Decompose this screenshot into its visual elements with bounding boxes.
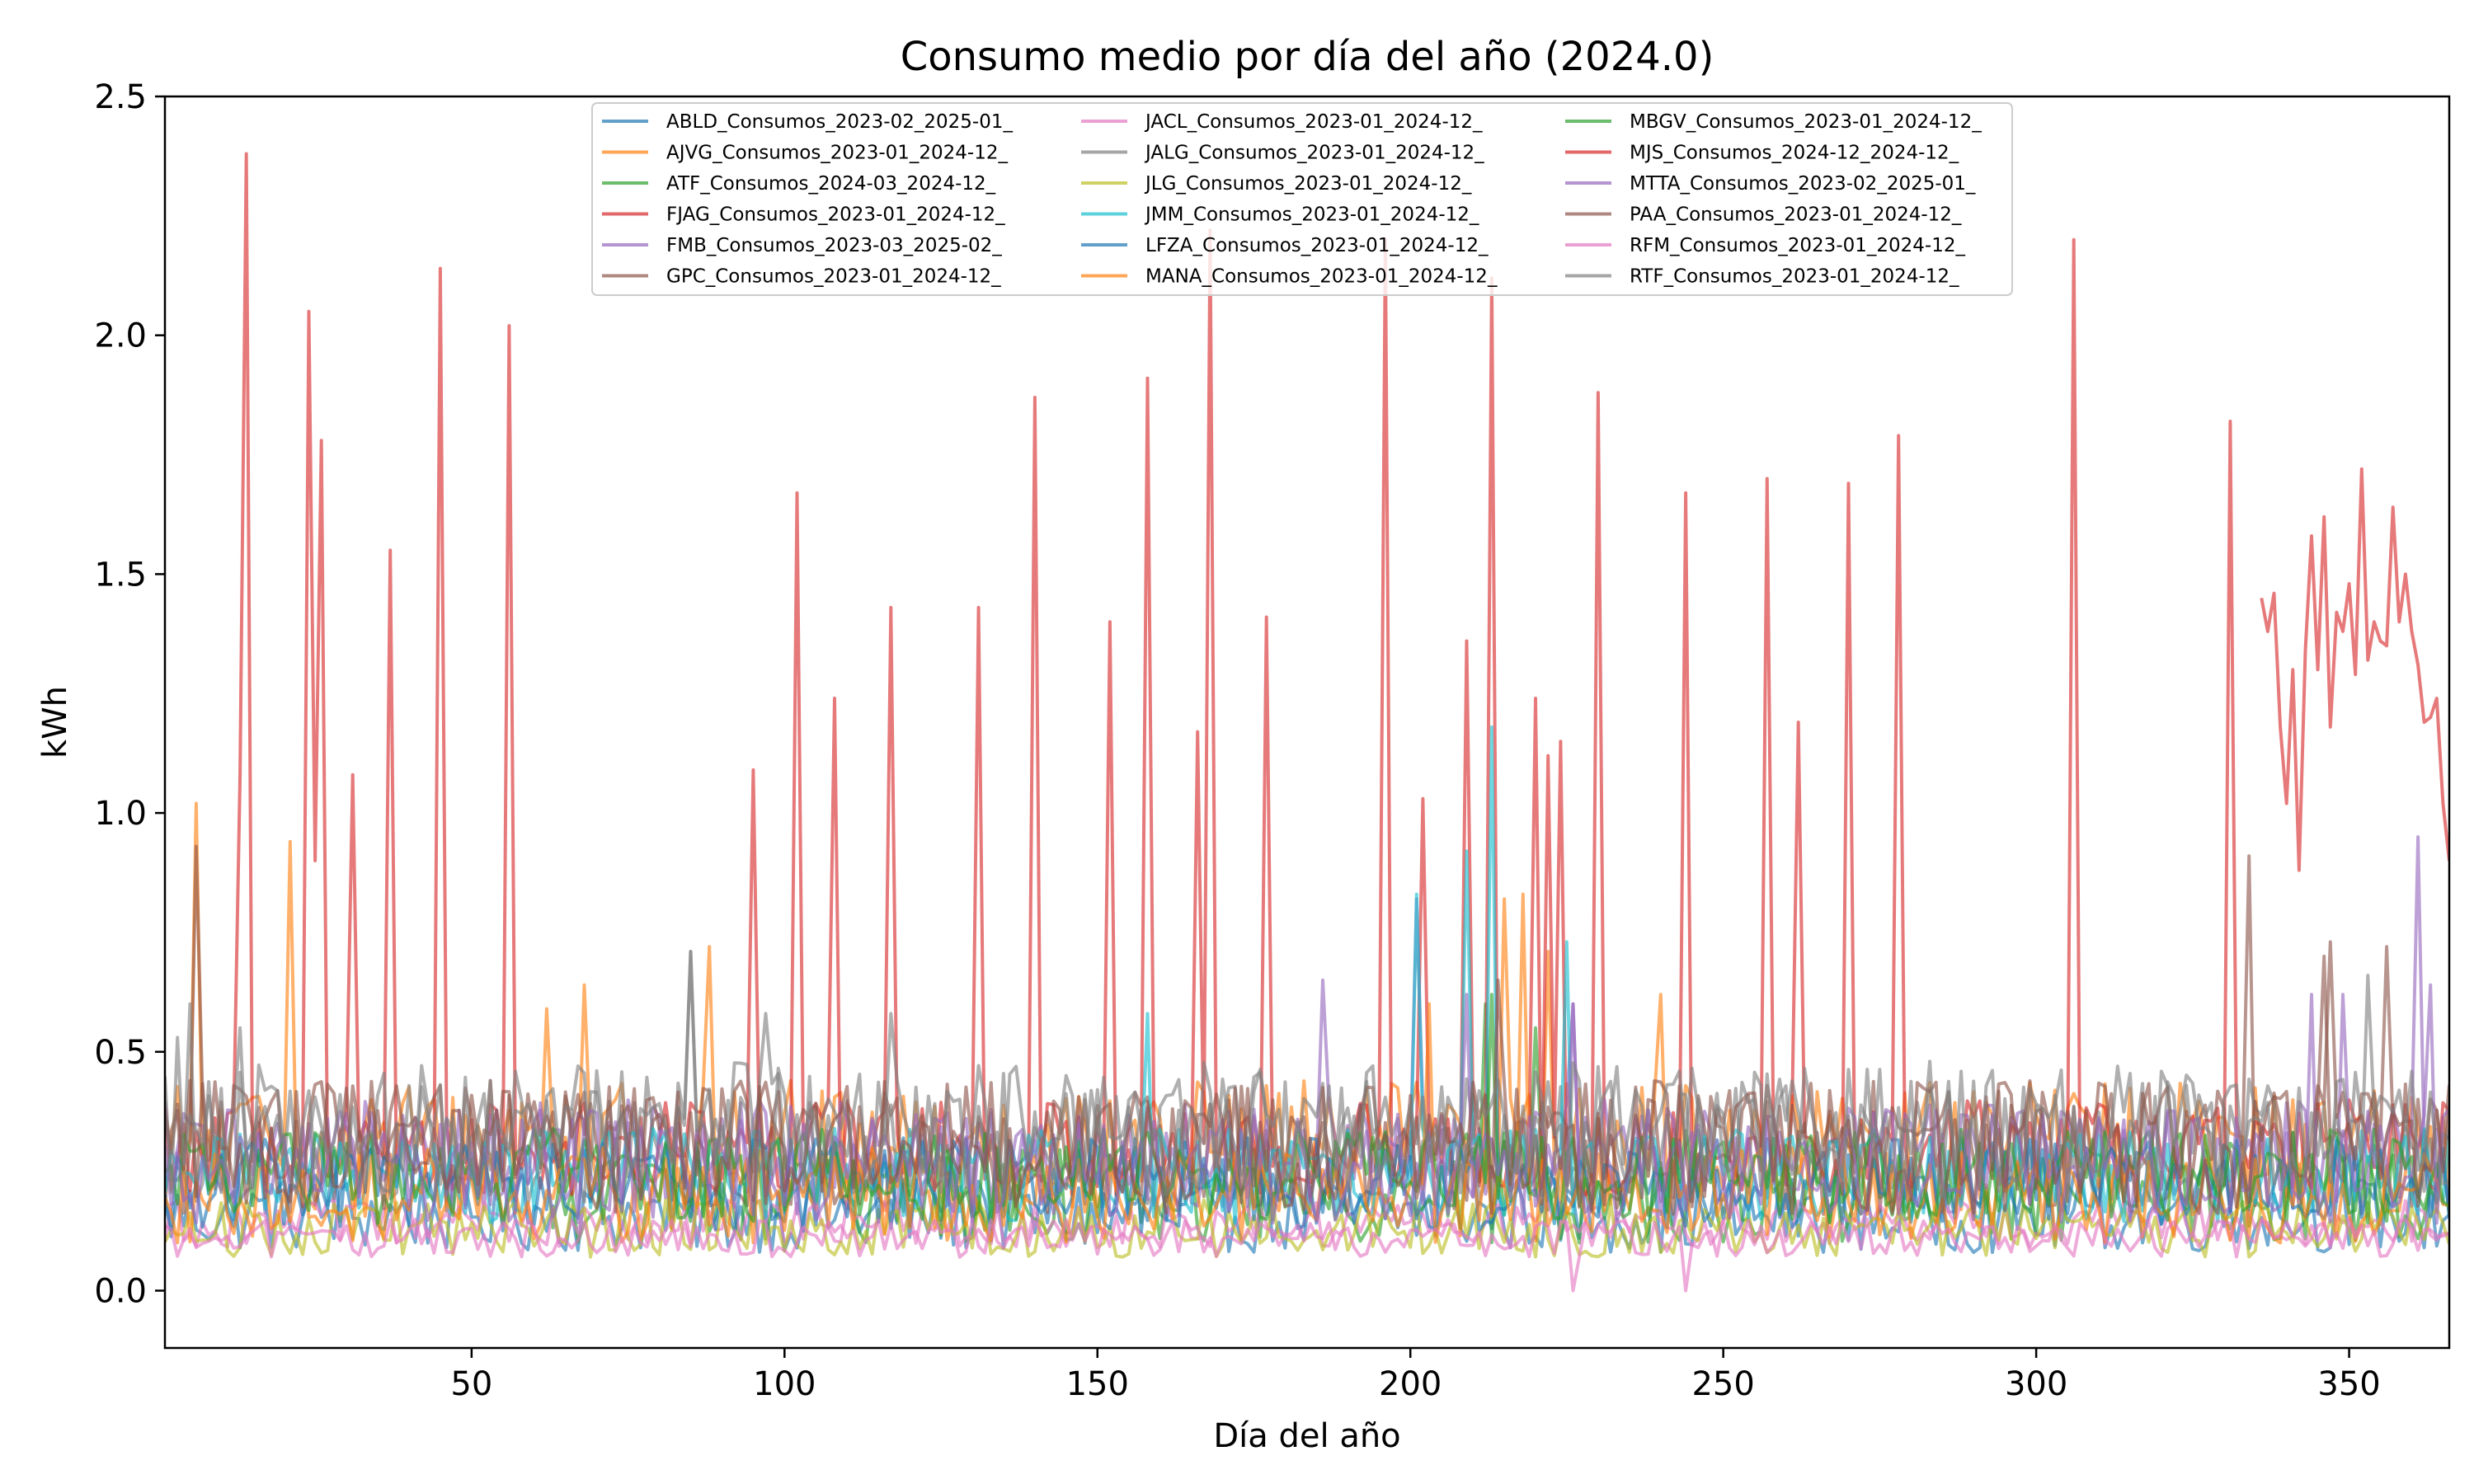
x-tick-label: 200 bbox=[1379, 1365, 1442, 1403]
legend-label: MANA_Consumos_2023-01_2024-12_ bbox=[1145, 266, 1498, 288]
legend-label: JACL_Consumos_2023-01_2024-12_ bbox=[1144, 111, 1483, 133]
series-line-rfm bbox=[165, 1217, 2449, 1293]
y-tick-label: 2.0 bbox=[94, 317, 147, 355]
x-axis-label: Día del año bbox=[1213, 1417, 1400, 1455]
x-tick-label: 100 bbox=[753, 1365, 816, 1403]
legend-label: MTTA_Consumos_2023-02_2025-01_ bbox=[1630, 173, 1976, 195]
legend-label: MJS_Consumos_2024-12_2024-12_ bbox=[1630, 143, 1959, 164]
series-layer bbox=[165, 152, 2449, 1293]
series-line-mbgv bbox=[165, 993, 2449, 1226]
series-line-jlg bbox=[165, 1198, 2449, 1259]
y-tick-label: 1.5 bbox=[94, 556, 147, 594]
legend-label: ABLD_Consumos_2023-02_2025-01_ bbox=[666, 111, 1013, 133]
x-tick-label: 300 bbox=[2005, 1365, 2067, 1403]
legend-label: ATF_Consumos_2024-03_2024-12_ bbox=[666, 173, 996, 195]
x-tick-label: 150 bbox=[1066, 1365, 1129, 1403]
y-axis: 0.0 0.5 1.0 1.5 2.0 2.5 bbox=[94, 78, 165, 1310]
y-tick-label: 2.5 bbox=[94, 78, 147, 116]
legend-label: RFM_Consumos_2023-01_2024-12_ bbox=[1630, 235, 1965, 256]
legend-label: AJVG_Consumos_2023-01_2024-12_ bbox=[666, 143, 1009, 164]
legend-label: JMM_Consumos_2023-01_2024-12_ bbox=[1144, 204, 1479, 226]
legend-label: LFZA_Consumos_2023-01_2024-12_ bbox=[1145, 235, 1489, 256]
legend-box bbox=[591, 102, 2013, 296]
legend-label: JALG_Consumos_2023-01_2024-12_ bbox=[1144, 143, 1484, 164]
series-line-mjs bbox=[2260, 467, 2449, 872]
legend-label: FMB_Consumos_2023-03_2025-02_ bbox=[666, 235, 1002, 256]
series-line-jacl bbox=[165, 1198, 2449, 1250]
y-tick-label: 0.0 bbox=[94, 1272, 147, 1310]
legend-label: FJAG_Consumos_2023-01_2024-12_ bbox=[666, 204, 1005, 226]
legend-label: GPC_Consumos_2023-01_2024-12_ bbox=[666, 266, 1001, 288]
legend: ABLD_Consumos_2023-02_2025-01_ AJVG_Consu… bbox=[591, 102, 2013, 296]
chart-title: Consumo medio por día del año (2024.0) bbox=[901, 34, 1714, 80]
x-tick-label: 250 bbox=[1691, 1365, 1754, 1403]
legend-label: RTF_Consumos_2023-01_2024-12_ bbox=[1630, 266, 1959, 288]
legend-label: MBGV_Consumos_2023-01_2024-12_ bbox=[1630, 111, 1982, 133]
x-tick-label: 350 bbox=[2317, 1365, 2380, 1403]
x-tick-label: 50 bbox=[450, 1365, 492, 1403]
x-axis: 50 100 150 200 250 300 350 bbox=[450, 1348, 2381, 1403]
legend-label: JLG_Consumos_2023-01_2024-12_ bbox=[1144, 173, 1472, 195]
legend-label: PAA_Consumos_2023-01_2024-12_ bbox=[1630, 204, 1962, 226]
y-axis-label: kWh bbox=[36, 686, 74, 758]
y-tick-label: 0.5 bbox=[94, 1034, 147, 1072]
series-line-rtf bbox=[165, 950, 2449, 1197]
y-tick-label: 1.0 bbox=[94, 795, 147, 833]
plot-frame bbox=[163, 95, 2451, 1350]
